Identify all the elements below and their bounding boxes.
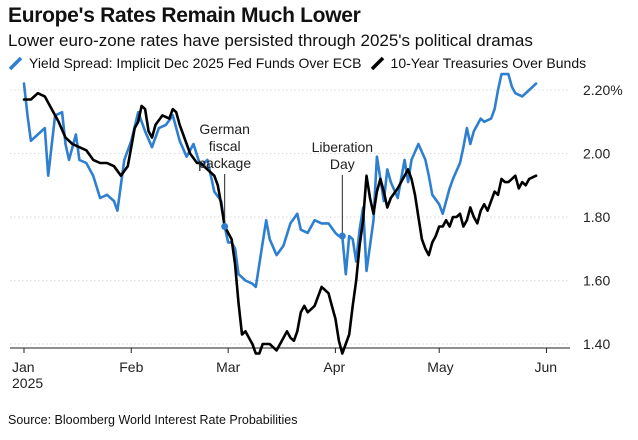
annotation-0-line-2: package — [198, 155, 251, 171]
source-note: Source: Bloomberg World Interest Rate Pr… — [8, 413, 298, 427]
annotation-1-line-0: Liberation — [312, 139, 374, 155]
x-tick-label-2: Mar — [216, 359, 240, 375]
chart-title: Europe's Rates Remain Much Lower — [8, 4, 361, 27]
series-line-treasuries-bunds — [22, 91, 538, 355]
annotation-1-line-1: Day — [330, 156, 355, 172]
annotation-0-line-0: German — [199, 121, 250, 137]
x-tick-label-3: Apr — [323, 359, 345, 375]
annotation-0-marker — [221, 223, 229, 231]
legend-swatch-yield-spread-icon — [8, 55, 24, 71]
legend-entry-yield-spread: Yield Spread: Implicit Dec 2025 Fed Fund… — [8, 55, 362, 71]
legend-line-treasuries-bunds — [370, 56, 384, 71]
x-tick-label-4: May — [427, 359, 453, 375]
y-tick-label-2: 1.80 — [583, 209, 610, 225]
legend-label-yield-spread: Yield Spread: Implicit Dec 2025 Fed Fund… — [29, 55, 362, 71]
annotation-0-line-1: fiscal — [209, 138, 241, 154]
y-tick-label-3: 1.60 — [583, 273, 610, 289]
series-line-yield-spread — [22, 72, 538, 289]
y-tick-label-0: 2.20% — [583, 82, 623, 98]
legend-line-yield-spread — [8, 56, 23, 71]
legend: Yield Spread: Implicit Dec 2025 Fed Fund… — [8, 55, 594, 71]
x-tick-label-1: Feb — [119, 359, 143, 375]
y-tick-label-1: 2.00 — [583, 146, 610, 162]
annotation-1-marker — [338, 232, 346, 240]
legend-swatch-treasuries-bunds-icon — [370, 55, 386, 71]
legend-label-treasuries-bunds: 10-Year Treasuries Over Bunds — [390, 55, 587, 71]
x-tick-sublabel-0: 2025 — [12, 375, 43, 391]
chart-subtitle: Lower euro-zone rates have persisted thr… — [8, 31, 533, 50]
legend-entry-treasuries-bunds: 10-Year Treasuries Over Bunds — [370, 55, 587, 71]
x-tick-label-5: Jun — [534, 359, 557, 375]
y-tick-label-4: 1.40 — [583, 336, 610, 352]
x-tick-label-0: Jan — [12, 359, 35, 375]
